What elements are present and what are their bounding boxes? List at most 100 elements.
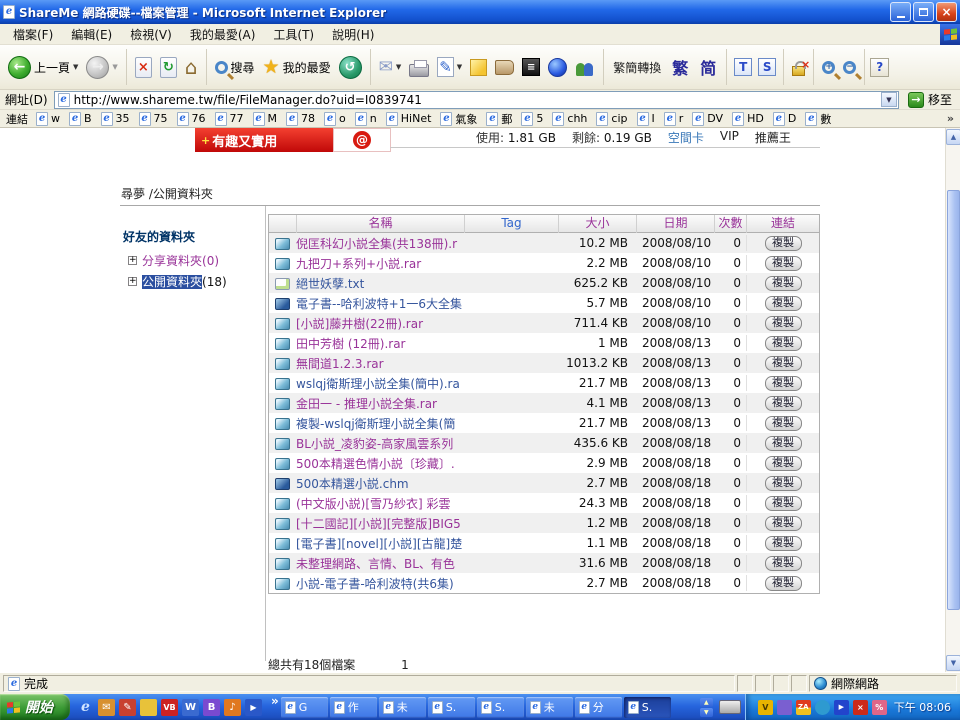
file-name-link[interactable]: BL小説_凌豹姿-高家風雲系列: [296, 436, 454, 451]
zoom-in-button[interactable]: +: [819, 48, 838, 86]
file-name-link[interactable]: 電子書--哈利波特+1一6大全集: [296, 296, 462, 311]
file-name-link[interactable]: 小説-電子書-哈利波特(共6集): [296, 576, 454, 591]
menu-item[interactable]: 檢視(V): [130, 27, 172, 42]
header-date[interactable]: 日期: [636, 215, 714, 233]
file-name-link[interactable]: 絕世妖孽.txt: [296, 276, 365, 291]
file-name-link[interactable]: 九把刀+系列+小説.rar: [296, 256, 422, 271]
link-item[interactable]: e n: [354, 111, 377, 126]
link-item[interactable]: e 77: [214, 111, 244, 126]
menu-item[interactable]: 工具(T): [273, 27, 315, 42]
tray-icon[interactable]: ZA: [795, 699, 811, 715]
copy-button[interactable]: 複製: [764, 435, 802, 451]
address-input[interactable]: [73, 92, 877, 107]
ad-banner[interactable]: + 有趣又實用 @: [195, 128, 391, 152]
header-count[interactable]: 次數: [714, 215, 746, 233]
file-name-link[interactable]: 500本精選小説.chm: [296, 476, 409, 491]
copy-button[interactable]: 複製: [764, 275, 802, 291]
link-item[interactable]: e 35: [100, 111, 130, 126]
task-button[interactable]: e S.: [427, 696, 475, 718]
tray-icon[interactable]: ▶: [833, 699, 849, 715]
download-manager-button[interactable]: ≡: [519, 48, 543, 86]
copy-button[interactable]: 複製: [764, 255, 802, 271]
expand-icon[interactable]: +: [128, 275, 137, 286]
link-item[interactable]: e 數: [805, 111, 831, 127]
link-item[interactable]: e B: [69, 111, 92, 126]
address-dropdown-icon[interactable]: ▼: [880, 92, 897, 107]
quick-launch-icon[interactable]: ✉: [98, 698, 115, 716]
menu-item[interactable]: 檔案(F): [13, 27, 54, 42]
file-name-link[interactable]: [小説]藤井樹(22冊).rar: [296, 316, 424, 331]
copy-button[interactable]: 複製: [764, 555, 802, 571]
link-item[interactable]: e w: [36, 111, 60, 126]
file-name-link[interactable]: 未整理網路、言情、BL、有色: [296, 556, 455, 571]
help-button[interactable]: ?: [870, 57, 890, 77]
header-size[interactable]: 大小: [558, 215, 636, 233]
mail-dropdown-icon[interactable]: ▼: [395, 63, 402, 71]
taskbar-scroll-down[interactable]: ▼: [699, 707, 713, 717]
copy-button[interactable]: 複製: [764, 415, 802, 431]
copy-button[interactable]: 複製: [764, 375, 802, 391]
menu-item[interactable]: 我的最愛(A): [189, 27, 256, 42]
folder-label[interactable]: 公開資料夾: [142, 274, 203, 289]
start-button[interactable]: 開始: [0, 694, 70, 720]
folder-tree-item[interactable]: + 分享資料夾(0): [128, 251, 227, 269]
quick-launch-icon[interactable]: ▶: [245, 698, 262, 716]
copy-button[interactable]: 複製: [764, 395, 802, 411]
taskbar-scroll-up[interactable]: ▲: [699, 697, 713, 707]
stats-link[interactable]: VIP: [719, 129, 739, 143]
block-button[interactable]: [789, 48, 810, 86]
traditional-chinese-button[interactable]: 繁: [672, 59, 689, 78]
copy-button[interactable]: 複製: [764, 575, 802, 591]
file-name-link[interactable]: 金田一 - 推理小説全集.rar: [296, 396, 437, 411]
copy-button[interactable]: 複製: [764, 535, 802, 551]
file-name-link[interactable]: wslqj衛斯理小説全集(簡中).ra: [296, 376, 460, 391]
tray-icon[interactable]: ×: [852, 699, 868, 715]
notes-button[interactable]: [467, 48, 490, 86]
link-item[interactable]: e I: [636, 111, 655, 126]
stats-link[interactable]: 空間卡: [667, 131, 704, 145]
task-button[interactable]: e S.: [476, 696, 524, 718]
file-name-link[interactable]: [十二國記][小説][完整版]BIG5: [296, 516, 461, 531]
address-field[interactable]: e ▼: [53, 90, 899, 109]
copy-button[interactable]: 複製: [764, 495, 802, 511]
task-button[interactable]: e G: [280, 696, 328, 718]
header-tag[interactable]: Tag: [464, 215, 558, 233]
link-item[interactable]: e o: [324, 111, 346, 126]
quick-launch-icon[interactable]: VB: [161, 698, 178, 716]
quick-launch-chevron[interactable]: »: [271, 694, 279, 708]
research-button[interactable]: [492, 48, 517, 86]
page-number[interactable]: 1: [401, 658, 409, 672]
link-item[interactable]: e 5: [521, 111, 543, 126]
vertical-scrollbar[interactable]: ▲ ▼: [945, 128, 960, 672]
copy-button[interactable]: 複製: [764, 455, 802, 471]
link-item[interactable]: e D: [772, 111, 796, 126]
search-button[interactable]: 搜尋: [212, 48, 258, 86]
copy-button[interactable]: 複製: [764, 295, 802, 311]
task-button[interactable]: e 未: [525, 696, 573, 718]
quick-launch-icon[interactable]: W: [182, 698, 199, 716]
home-button[interactable]: ⌂: [182, 48, 201, 86]
link-item[interactable]: e 76: [176, 111, 206, 126]
quick-launch-icon[interactable]: [140, 698, 157, 716]
simplified-chinese-button[interactable]: 简: [700, 59, 717, 78]
tray-icon[interactable]: V: [757, 699, 773, 715]
copy-button[interactable]: 複製: [764, 235, 802, 251]
file-name-link[interactable]: [電子書][novel][小説][古龍]楚: [296, 536, 463, 551]
link-item[interactable]: e r: [663, 111, 683, 126]
file-name-link[interactable]: 500本精選色情小説〔珍藏〕.: [296, 456, 455, 471]
link-item[interactable]: e 78: [286, 111, 315, 126]
task-button[interactable]: e S.: [623, 696, 671, 718]
copy-button[interactable]: 複製: [764, 335, 802, 351]
task-button[interactable]: e 作: [329, 696, 377, 718]
messenger-button[interactable]: [572, 48, 598, 86]
tray-icon[interactable]: %: [871, 699, 887, 715]
stats-link[interactable]: 推薦王: [754, 131, 791, 145]
copy-button[interactable]: 複製: [764, 355, 802, 371]
minimize-button[interactable]: [890, 2, 911, 22]
link-item[interactable]: e HD: [732, 111, 764, 126]
menu-item[interactable]: 說明(H): [332, 27, 375, 42]
stop-button[interactable]: ×: [132, 48, 155, 86]
quick-launch-icon[interactable]: e: [81, 699, 90, 715]
file-name-link[interactable]: 倪匡科幻小説全集(共138冊).r: [296, 236, 458, 251]
link-item[interactable]: e 75: [138, 111, 168, 126]
